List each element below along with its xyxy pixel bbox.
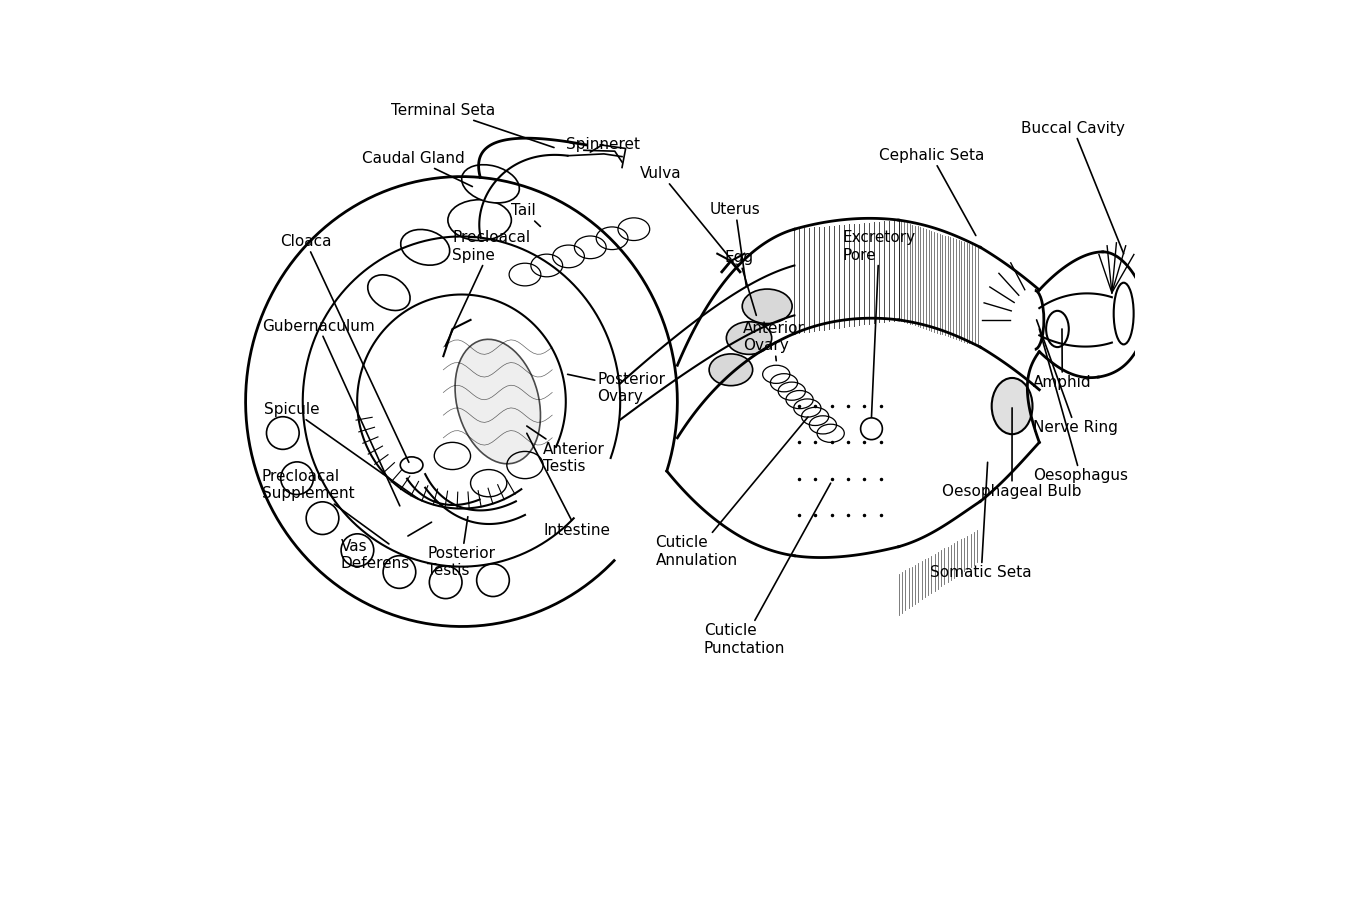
Text: Anterior
Ovary: Anterior Ovary — [742, 321, 805, 361]
Text: Nerve Ring: Nerve Ring — [1032, 320, 1118, 435]
Text: Vulva: Vulva — [640, 166, 731, 259]
Ellipse shape — [726, 321, 772, 355]
Text: Somatic Seta: Somatic Seta — [930, 462, 1032, 580]
Text: Precloacal
Spine: Precloacal Spine — [445, 230, 531, 346]
Text: Caudal Gland: Caudal Gland — [362, 151, 473, 187]
Text: Buccal Cavity: Buccal Cavity — [1022, 121, 1125, 253]
Ellipse shape — [710, 354, 753, 386]
Text: Amphid: Amphid — [1032, 329, 1091, 390]
Text: Oesophageal Bulb: Oesophageal Bulb — [943, 408, 1081, 498]
Text: Posterior
Testis: Posterior Testis — [428, 517, 494, 578]
Text: Cuticle
Punctation: Cuticle Punctation — [704, 484, 831, 656]
Ellipse shape — [742, 289, 793, 323]
Text: Excretory
Pore: Excretory Pore — [843, 230, 915, 417]
Text: Egg: Egg — [725, 251, 756, 315]
Text: Anterior
Testis: Anterior Testis — [527, 426, 605, 474]
Text: Posterior
Ovary: Posterior Ovary — [568, 372, 666, 404]
Ellipse shape — [455, 339, 541, 464]
Text: Spinneret: Spinneret — [565, 137, 640, 152]
Text: Tail: Tail — [511, 204, 541, 227]
Text: Vas
Deferens: Vas Deferens — [340, 522, 432, 571]
Ellipse shape — [992, 378, 1032, 434]
Ellipse shape — [1114, 283, 1133, 344]
Text: Intestine: Intestine — [527, 433, 610, 538]
Text: Precloacal
Supplement: Precloacal Supplement — [262, 469, 390, 544]
Text: Cloaca: Cloaca — [281, 234, 409, 462]
Text: Cephalic Seta: Cephalic Seta — [878, 148, 985, 236]
Text: Oesophagus: Oesophagus — [1032, 329, 1128, 484]
Text: Cuticle
Annulation: Cuticle Annulation — [655, 417, 808, 567]
Ellipse shape — [462, 165, 519, 203]
Text: Uterus: Uterus — [710, 203, 761, 286]
Text: Gubernaculum: Gubernaculum — [262, 319, 400, 506]
Text: Terminal Seta: Terminal Seta — [391, 102, 554, 147]
Text: Spicule: Spicule — [264, 402, 418, 498]
Circle shape — [861, 418, 883, 439]
Ellipse shape — [400, 457, 424, 473]
